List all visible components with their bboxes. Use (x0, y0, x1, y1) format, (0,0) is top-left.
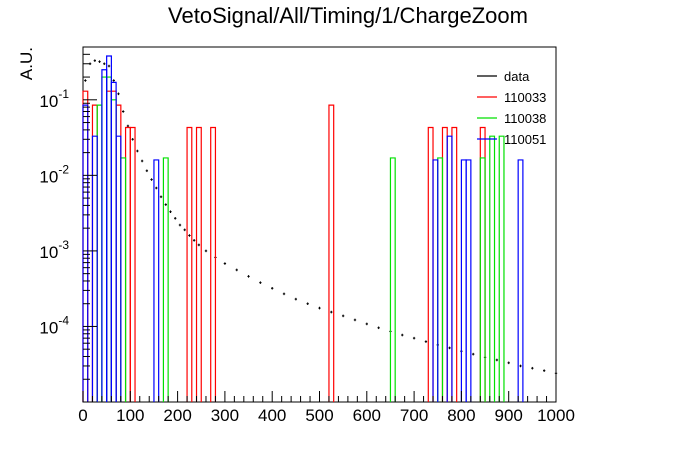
x-tick-label: 0 (78, 406, 87, 425)
histogram-bin (389, 157, 396, 402)
histogram-bin (446, 135, 453, 402)
legend-label-110038: 110038 (504, 111, 546, 126)
series-layer (82, 55, 558, 402)
series-110033 (82, 90, 486, 402)
legend-label-data: data (504, 69, 530, 84)
histogram-bin (210, 126, 217, 402)
x-tick-label: 700 (400, 406, 428, 425)
histogram-bin (479, 126, 486, 402)
histogram-bin (437, 157, 444, 402)
histogram-bin (106, 55, 112, 402)
axis-layer: 0 100 200 300 400 500 600 700 800 900 1000 10-4 10-3… (39, 46, 575, 425)
legend-label-110033: 110033 (504, 90, 546, 105)
histogram-bin (91, 104, 98, 402)
x-tick-label: 400 (258, 406, 286, 425)
legend-label-110051: 110051 (504, 132, 546, 147)
histogram-bin (479, 157, 486, 402)
histogram-bin (129, 126, 136, 402)
histogram-bin (451, 126, 458, 402)
histogram-bin (195, 126, 202, 402)
histogram-bin (432, 159, 439, 402)
histogram-bin (517, 159, 524, 402)
histogram-bin (101, 76, 108, 402)
x-tick-label: 500 (305, 406, 333, 425)
x-tick-label: 800 (447, 406, 475, 425)
x-tick-label: 300 (211, 406, 239, 425)
histogram-bin (328, 104, 335, 402)
histogram-bin (489, 135, 496, 402)
y-tick-label: 10-3 (39, 238, 69, 262)
histogram-bin (115, 135, 122, 402)
histogram-bin (115, 104, 122, 402)
histogram-bin (153, 159, 160, 402)
histogram-bin (82, 90, 89, 402)
histogram-bin (427, 126, 434, 402)
histogram-bin (106, 76, 112, 402)
x-tick-label: 200 (163, 406, 191, 425)
y-axis-title: A.U. (17, 47, 36, 80)
y-tick-label: 10-2 (39, 162, 69, 186)
histogram-bin (91, 135, 98, 402)
histogram-bin (110, 90, 117, 402)
histogram-bin (162, 157, 169, 402)
x-tick-label: 900 (495, 406, 523, 425)
x-tick-label: 600 (353, 406, 381, 425)
histogram-bin (96, 104, 103, 402)
histogram-bin (82, 104, 89, 402)
legend: data 110033 110038 110051 (477, 69, 546, 147)
y-tick-label: 10-4 (39, 313, 69, 337)
y-tick-label: 10-1 (39, 87, 69, 111)
histogram-bin (465, 159, 472, 402)
histogram-bin (460, 159, 467, 402)
chart-title: VetoSignal/All/Timing/1/ChargeZoom (168, 3, 528, 28)
histogram-bin (124, 126, 131, 402)
histogram-bin (101, 69, 108, 402)
x-tick-label: 100 (116, 406, 144, 425)
histogram-bin (186, 126, 193, 402)
histogram-bin (120, 157, 127, 402)
histogram-bin (498, 135, 505, 402)
histogram-bin (441, 126, 448, 402)
histogram-bin (110, 81, 117, 402)
x-tick-label: 1000 (537, 406, 575, 425)
histogram-bin (106, 90, 112, 402)
series-110051 (82, 55, 524, 402)
series-data (84, 59, 558, 375)
histogram-bin (110, 99, 117, 402)
